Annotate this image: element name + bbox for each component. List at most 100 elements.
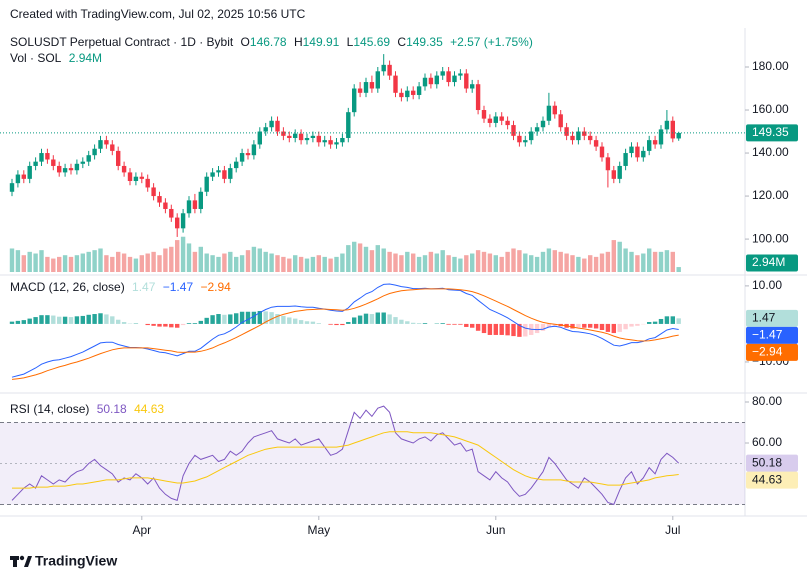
candle-body — [275, 120, 280, 132]
candle-body — [529, 131, 534, 141]
macd-histogram-bar — [593, 323, 599, 329]
axis-label-box — [746, 343, 798, 361]
volume-bar — [192, 251, 198, 272]
candle-body — [110, 144, 115, 151]
volume-bar — [293, 255, 298, 272]
macd-histogram-bar — [316, 323, 321, 324]
macd-histogram-bar — [670, 316, 675, 324]
axis-label: 2.94M — [752, 255, 785, 269]
rsi-value: 50.18 — [96, 402, 127, 416]
volume-bar — [452, 256, 457, 272]
macd-histogram-bar — [239, 311, 245, 324]
macd-histogram-bar — [251, 311, 257, 324]
volume-bar — [186, 243, 192, 272]
macd-histogram-bar — [151, 323, 156, 326]
volume-bar — [599, 253, 605, 272]
volume-bar — [121, 253, 127, 272]
macd-histogram-bar — [588, 323, 593, 328]
candle-body — [175, 217, 180, 229]
macd-histogram-bar — [304, 321, 310, 324]
volume-bar — [534, 256, 540, 272]
macd-histogram-bar — [51, 315, 56, 324]
macd-histogram-bar — [310, 321, 316, 324]
macd-histogram-bar — [92, 314, 97, 324]
candle-body — [80, 161, 85, 164]
volume-bar — [45, 256, 50, 272]
candle-body — [487, 118, 493, 123]
histogram-value: 1.47 — [132, 280, 156, 294]
volume-bar — [304, 258, 310, 272]
candle-body — [287, 135, 292, 138]
macd-histogram-bar — [381, 312, 386, 324]
candle-body — [658, 129, 664, 145]
ohlc-value: 149.35 — [406, 35, 443, 49]
candle-body — [198, 191, 203, 209]
ohlc-key: L — [346, 35, 354, 49]
macd-histogram-bar — [9, 321, 15, 324]
candle-body — [127, 172, 133, 182]
candle-body — [552, 105, 557, 115]
candle-body — [222, 170, 227, 179]
volume-bar — [251, 246, 257, 272]
macd-histogram-bar — [198, 320, 203, 324]
candle-body — [210, 172, 215, 177]
volume-bar — [234, 256, 239, 272]
macd-histogram-bar — [440, 323, 445, 324]
macd-value: −1.47 — [162, 280, 194, 294]
macd-histogram-bar — [552, 323, 557, 326]
macd-histogram-bar — [393, 317, 398, 324]
macd-histogram-bar — [540, 323, 546, 331]
macd-histogram-bar — [328, 323, 333, 325]
candle-body — [599, 146, 605, 158]
axis-label: −2.94 — [752, 345, 783, 359]
macd-histogram-bar — [110, 316, 115, 324]
macd-histogram-bar — [411, 322, 416, 324]
macd-histogram-bar — [145, 323, 150, 326]
volume-bar — [310, 256, 316, 272]
macd-histogram-bar — [452, 323, 457, 325]
volume-bar — [239, 255, 245, 272]
volume-value: 2.94M — [68, 51, 103, 65]
volume-bar — [664, 250, 670, 272]
candle-body — [334, 142, 339, 145]
volume-bar — [505, 251, 510, 272]
ohlc-key: O — [240, 35, 250, 49]
rsi-title: RSI (14, close) — [10, 402, 90, 416]
volume-bar — [316, 255, 321, 272]
macd-histogram-bar — [523, 323, 528, 337]
macd-histogram-bar — [369, 314, 375, 324]
candle-body — [641, 150, 646, 158]
macd-histogram-bar — [475, 323, 481, 331]
macd-histogram-bar — [234, 313, 239, 324]
macd-histogram-bar — [15, 320, 21, 324]
candle-body — [623, 153, 628, 166]
volume-bar — [405, 251, 410, 272]
macd-histogram-bar — [352, 317, 357, 324]
volume-bar — [564, 253, 569, 272]
candle-body — [405, 90, 410, 98]
axis-label: 50.18 — [752, 455, 782, 469]
volume-bar — [399, 255, 404, 272]
macd-histogram-bar — [80, 315, 85, 324]
candle-body — [387, 64, 392, 76]
volume-bar — [570, 255, 575, 272]
macd-histogram-bar — [180, 323, 186, 326]
macd-histogram-bar — [363, 313, 369, 324]
macd-histogram-bar — [346, 322, 351, 324]
ohlc-value: 145.69 — [353, 35, 391, 49]
macd-histogram-bar — [676, 318, 681, 324]
candle-body — [57, 165, 62, 173]
volume-bar — [428, 251, 434, 272]
volume-bar — [92, 250, 97, 272]
macd-histogram-bar — [505, 323, 510, 336]
volume-bar — [440, 250, 445, 272]
rsi-ma-value: 44.63 — [134, 402, 165, 416]
macd-histogram-bar — [39, 315, 44, 324]
y-tick-label: 60.00 — [752, 435, 782, 449]
volume-bar — [145, 253, 150, 272]
volume-bar — [346, 245, 351, 272]
macd-histogram-bar — [357, 315, 363, 324]
candle-body — [593, 140, 599, 147]
candle-body — [399, 92, 404, 98]
volume-bar — [582, 258, 587, 272]
